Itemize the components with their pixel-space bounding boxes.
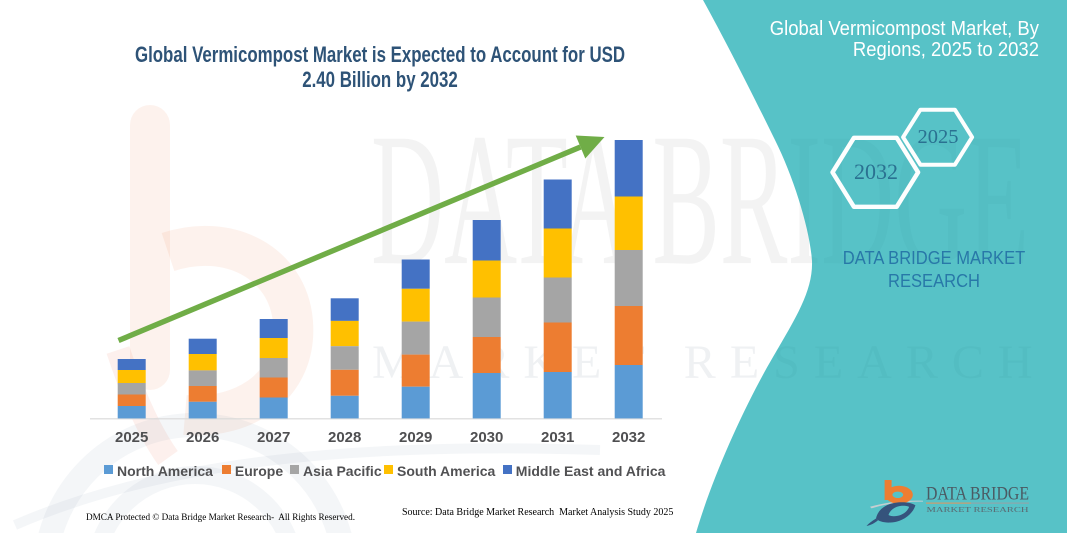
svg-text:MARKET RESEARCH: MARKET RESEARCH — [927, 505, 1030, 514]
svg-text:DATA BRIDGE: DATA BRIDGE — [926, 484, 1029, 505]
